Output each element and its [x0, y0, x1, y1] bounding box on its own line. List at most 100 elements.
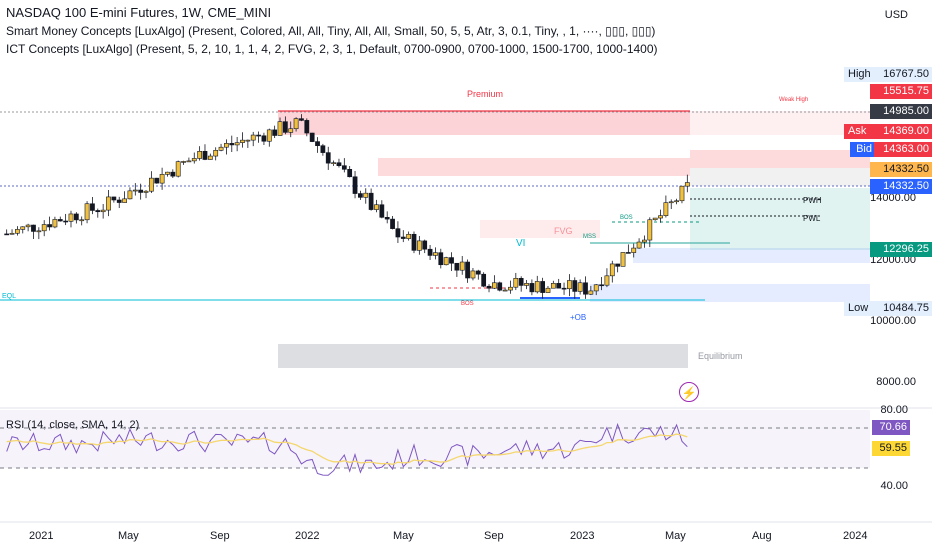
indicator-ict-legend[interactable]: ICT Concepts [LuxAlgo] (Present, 5, 2, 1… — [6, 42, 658, 56]
price-tick-10000[interactable]: 10000.00 — [870, 315, 916, 327]
candle-body — [642, 239, 647, 243]
rsi-legend[interactable]: RSI (14, close, SMA, 14, 2) — [6, 419, 140, 431]
time-label-sep-2022[interactable]: Sep — [484, 530, 504, 542]
symbol-title[interactable]: NASDAQ 100 E-mini Futures, 1W, CME_MINI — [6, 5, 272, 20]
candle-body — [224, 143, 229, 148]
rsi-ma-tag[interactable]: 59.55 — [872, 441, 910, 456]
demand-zone — [633, 248, 870, 263]
bid-tag[interactable]: 14332.50 — [870, 179, 932, 194]
candle-body — [593, 284, 599, 292]
supply-tag[interactable]: 14363.00 — [870, 142, 932, 157]
candle-body — [534, 281, 540, 293]
countdown-tag[interactable]: 14985.00 — [870, 104, 932, 119]
last-tag[interactable]: 14332.50 — [870, 162, 932, 177]
pwl-label: PWL — [803, 214, 821, 223]
time-label-aug-2023[interactable]: Aug — [752, 530, 772, 542]
candle-body — [202, 151, 208, 160]
price-tick-12000[interactable]: 12000.00 — [870, 254, 916, 266]
vi-label: VI — [516, 238, 525, 249]
candle-body — [240, 139, 245, 143]
lightning-icon[interactable]: ⚡ — [679, 382, 699, 402]
candle-body — [449, 257, 454, 264]
candle-body — [84, 203, 90, 221]
indicator-smc-legend[interactable]: Smart Money Concepts [LuxAlgo] (Present,… — [6, 24, 656, 38]
candle-body — [583, 282, 588, 295]
candle-body — [181, 161, 186, 163]
long-position-zone — [690, 188, 870, 250]
candle-body — [191, 158, 197, 162]
candle-body — [459, 261, 465, 271]
time-label-2023[interactable]: 2023 — [570, 530, 595, 542]
candle-body — [636, 241, 642, 249]
candle-body — [304, 120, 310, 134]
candle-body — [341, 165, 347, 170]
candle-body — [170, 171, 176, 177]
candle-body — [679, 185, 685, 202]
supply-zone — [378, 158, 690, 176]
candle-body — [540, 281, 545, 293]
candle-body — [615, 263, 621, 267]
candles-group — [4, 114, 690, 299]
candle-body — [674, 200, 679, 203]
time-label-may-2022[interactable]: May — [393, 530, 414, 542]
candle-body — [524, 283, 529, 286]
candle-body — [149, 177, 154, 192]
time-label-may-2021[interactable]: May — [118, 530, 139, 542]
equilibrium-label: Equilibrium — [698, 351, 743, 361]
candle-body — [384, 217, 390, 220]
candle-body — [256, 134, 261, 137]
candle-body — [315, 141, 320, 146]
candle-body — [443, 257, 449, 266]
candle-body — [475, 270, 481, 275]
candle-body — [668, 201, 674, 204]
candle-body — [79, 219, 85, 222]
candle-body — [395, 228, 401, 238]
time-label-2021[interactable]: 2021 — [29, 530, 54, 542]
candle-body — [9, 232, 15, 235]
candle-body — [609, 263, 615, 277]
candle-body — [620, 252, 626, 267]
chart-header: NASDAQ 100 E-mini Futures, 1W, CME_MINI … — [6, 4, 658, 58]
rsi-tick-40[interactable]: 40.00 — [880, 480, 908, 492]
bid-label-tag[interactable]: Bid — [850, 142, 874, 157]
rsi-ma-line — [6, 433, 688, 465]
candle-body — [288, 128, 294, 133]
candle-body — [588, 290, 594, 295]
time-label-may-2023[interactable]: May — [665, 530, 686, 542]
candle-body — [186, 160, 192, 163]
bos-label-low: BOS — [461, 301, 474, 307]
low-tag[interactable]: Low 10484.75 — [844, 301, 932, 316]
equilibrium-zone — [278, 344, 688, 368]
candle-body — [68, 213, 74, 222]
candle-body — [647, 219, 653, 241]
candle-body — [374, 204, 379, 210]
price-tick-14000[interactable]: 14000.00 — [870, 192, 916, 204]
candle-body — [57, 219, 63, 222]
rsi-value-tag[interactable]: 70.66 — [872, 420, 910, 435]
time-label-sep-2021[interactable]: Sep — [210, 530, 230, 542]
candle-body — [454, 262, 460, 271]
ob-label: +OB — [570, 313, 586, 322]
candle-body — [159, 174, 165, 184]
candle-body — [658, 215, 663, 219]
high-tag[interactable]: High 16767.50 — [844, 67, 932, 82]
candle-body — [529, 283, 535, 293]
currency-label[interactable]: USD — [884, 9, 908, 21]
ask-tag[interactable]: Ask 14369.00 — [844, 124, 932, 139]
rsi-tick-80[interactable]: 80.00 — [880, 404, 908, 416]
candle-body — [518, 278, 524, 286]
price-tick-8000[interactable]: 8000.00 — [876, 376, 916, 388]
candle-body — [213, 150, 219, 157]
time-label-2024[interactable]: 2024 — [843, 530, 868, 542]
time-label-2022[interactable]: 2022 — [295, 530, 320, 542]
candle-body — [63, 220, 69, 223]
candle-body — [73, 213, 79, 221]
target-tag[interactable]: 12296.25 — [870, 242, 932, 257]
candle-body — [572, 280, 578, 292]
candle-body — [347, 169, 353, 178]
weak-high-tag[interactable]: 15515.75 — [870, 84, 932, 99]
fvg-zone — [480, 220, 600, 238]
candle-body — [266, 129, 272, 142]
candle-body — [438, 252, 444, 266]
